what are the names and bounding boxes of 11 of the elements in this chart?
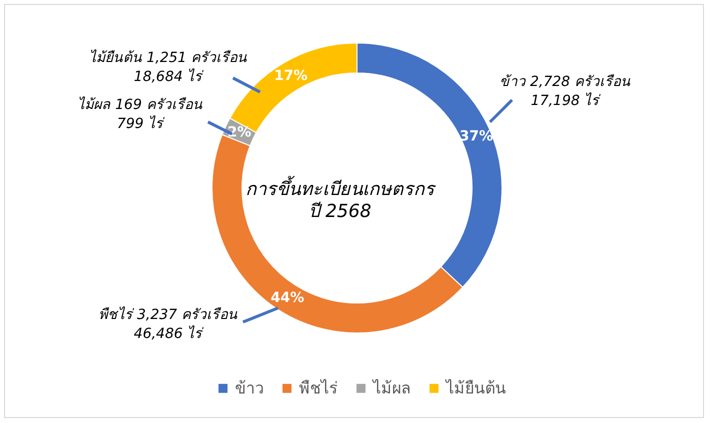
text: พืชไร่ 3,237 ครัวเรือน 46,486 ไร่ — [98, 306, 238, 342]
text: ไม้ยืนต้น 1,251 ครัวเรือน 18,684 ไร่ — [89, 49, 247, 85]
legend-label: ไม้ยืนต้น — [444, 378, 506, 398]
legend-label: ไม้ผล — [371, 378, 411, 398]
text: การขึ้นทะเบียนเกษตรกร ปี 2568 — [246, 175, 436, 222]
text: ไม้ผล 169 ครัวเรือน 799 ไร่ — [78, 96, 202, 132]
data-label: 17% — [274, 68, 308, 84]
text: ข้าว 2,728 ครัวเรือน 17,198 ไร่ — [500, 74, 630, 109]
data-label: 44% — [270, 290, 304, 306]
legend-label: ข้าว — [235, 378, 264, 398]
legend-label: พืชไร่ — [299, 378, 338, 398]
